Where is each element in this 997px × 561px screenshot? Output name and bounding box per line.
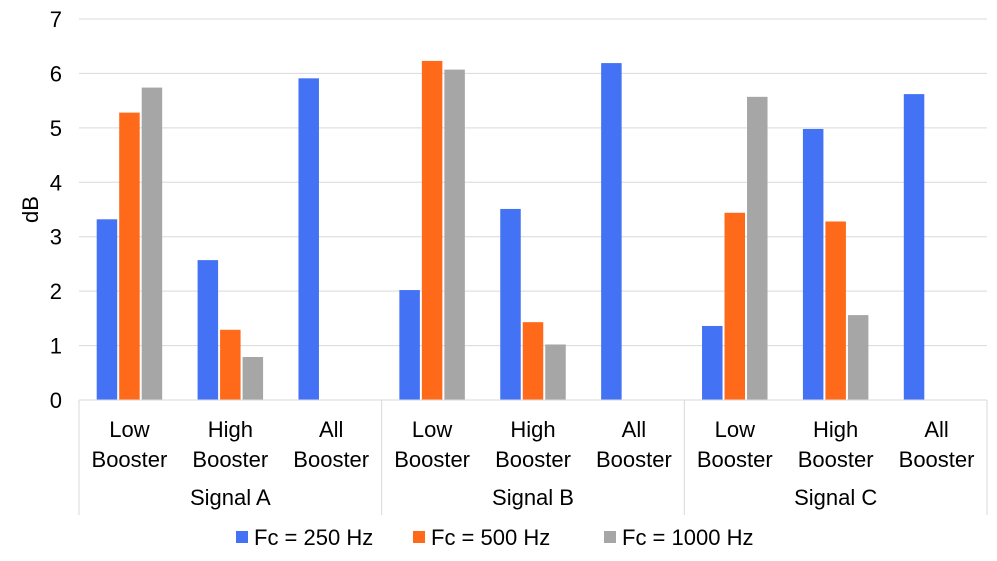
- bar-fc-1000-hz: [444, 69, 465, 401]
- x-group-label: Signal A: [190, 485, 271, 510]
- y-tick-label: 5: [50, 116, 62, 141]
- legend-swatch: [413, 531, 425, 543]
- legend-swatch: [236, 531, 248, 543]
- x-group-label: Signal B: [492, 485, 574, 510]
- bar-fc-500-hz: [825, 221, 846, 400]
- x-category-label: High: [510, 417, 555, 442]
- bar-fc-1000-hz: [847, 315, 869, 400]
- bar-fc-1000-hz: [242, 357, 264, 400]
- x-category-label: All: [924, 417, 948, 442]
- x-category-label: Booster: [192, 447, 268, 472]
- y-tick-label: 2: [50, 279, 62, 304]
- x-category-label: Booster: [798, 447, 874, 472]
- x-category-label: Booster: [92, 447, 168, 472]
- x-group-label: Signal C: [794, 485, 877, 510]
- x-category-label: Booster: [394, 447, 470, 472]
- y-tick-label: 4: [50, 170, 62, 195]
- x-category-label: High: [813, 417, 858, 442]
- x-category-label: Booster: [596, 447, 672, 472]
- gridlines: [79, 18, 987, 347]
- x-category-label: Low: [109, 417, 149, 442]
- bar-fc-250-hz: [702, 325, 723, 400]
- y-tick-label: 6: [50, 61, 62, 86]
- bar-fc-1000-hz: [141, 87, 163, 400]
- bar-fc-250-hz: [298, 78, 319, 400]
- bar-fc-500-hz: [119, 112, 140, 401]
- bar-fc-250-hz: [197, 260, 219, 400]
- x-category-label: All: [319, 417, 343, 442]
- legend-label: Fc = 500 Hz: [431, 525, 550, 550]
- bar-fc-250-hz: [903, 94, 925, 401]
- legend: Fc = 250 Hz Fc = 500 Hz Fc = 1000 Hz: [236, 525, 753, 550]
- x-category-label: Booster: [697, 447, 773, 472]
- y-tick-label: 0: [50, 388, 62, 413]
- bar-fc-500-hz: [724, 212, 746, 400]
- x-category-label: Low: [715, 417, 755, 442]
- bar-fc-500-hz: [220, 329, 241, 400]
- legend-label: Fc = 250 Hz: [254, 525, 373, 550]
- bar-fc-500-hz: [421, 60, 443, 400]
- bar-fc-250-hz: [601, 63, 622, 400]
- x-category-label: All: [622, 417, 646, 442]
- bar-fc-250-hz: [500, 208, 521, 400]
- x-axis: Low Booster High Booster All Booster Signal A L…: [78, 399, 988, 515]
- x-category-label: High: [208, 417, 253, 442]
- y-axis-label: dB: [18, 196, 43, 223]
- legend-swatch: [604, 531, 616, 543]
- y-tick-label: 7: [50, 7, 62, 32]
- y-axis-ticks: 0 1 2 3 4 5 6 7: [50, 7, 62, 413]
- x-category-label: Booster: [293, 447, 369, 472]
- legend-label: Fc = 1000 Hz: [622, 525, 753, 550]
- x-category-label: Booster: [899, 447, 975, 472]
- y-tick-label: 3: [50, 225, 62, 250]
- x-category-label: Booster: [495, 447, 571, 472]
- x-category-label: Low: [412, 417, 452, 442]
- y-tick-label: 1: [50, 334, 62, 359]
- bar-fc-250-hz: [802, 128, 824, 400]
- bar-fc-250-hz: [96, 219, 118, 400]
- bar-fc-1000-hz: [747, 96, 768, 400]
- bar-fc-1000-hz: [545, 344, 566, 400]
- bar-fc-500-hz: [522, 322, 544, 400]
- bars: [96, 60, 925, 401]
- bar-fc-250-hz: [399, 290, 420, 400]
